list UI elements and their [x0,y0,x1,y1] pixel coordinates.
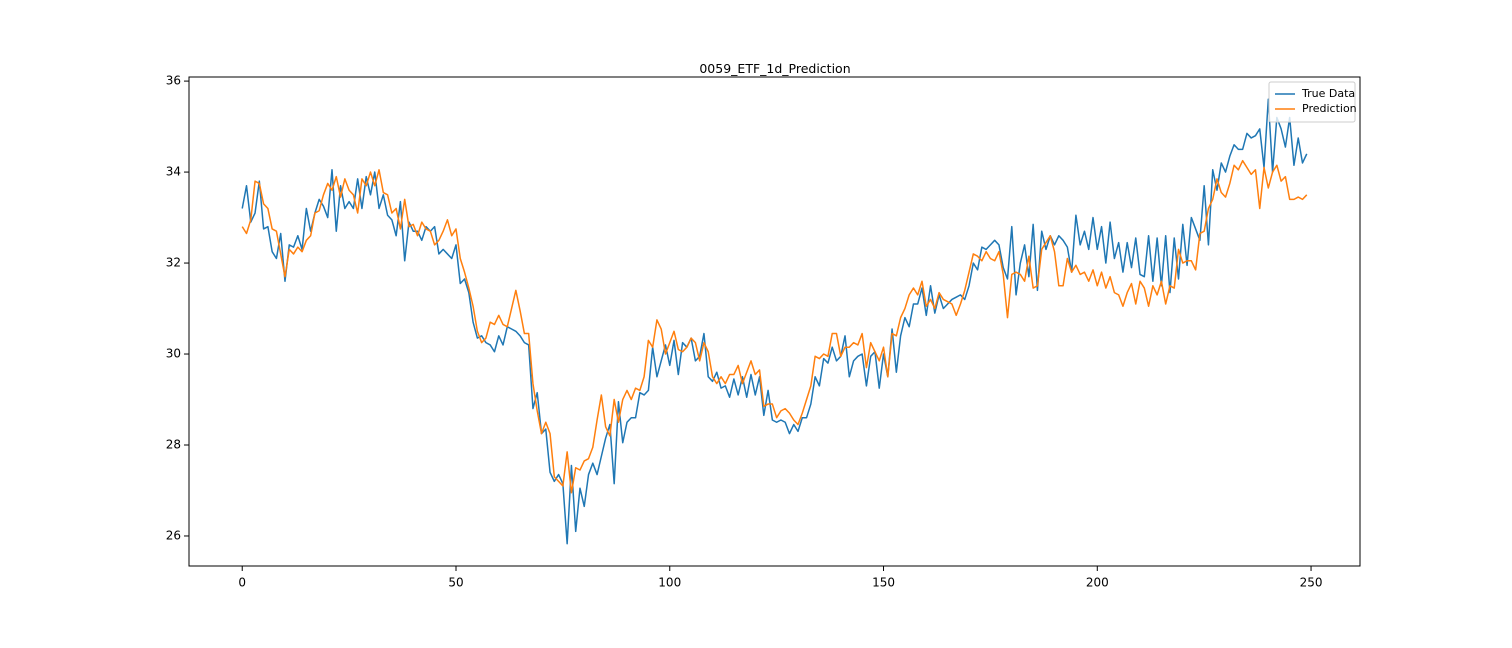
legend: True Data Prediction [1268,81,1357,123]
y-tick-label: 32 [166,256,181,270]
x-tick-label: 0 [238,576,246,590]
x-tick-label: 150 [872,576,895,590]
x-tick-label: 100 [658,576,681,590]
y-tick-label: 26 [166,528,181,542]
chart-title: 0059_ETF_1d_Prediction [699,61,850,76]
data-line [241,159,1308,494]
axes-frame [188,76,1361,567]
x-tick-label: 200 [1086,576,1109,590]
legend-label: True Data [1301,87,1355,100]
y-tick-label: 30 [166,347,181,361]
x-tick-label: 250 [1300,576,1323,590]
y-tick-label: 34 [166,165,181,179]
x-tick-label: 50 [448,576,463,590]
data-line [241,98,1308,545]
legend-label: Prediction [1302,102,1357,115]
y-tick-label: 36 [166,74,181,88]
legend-box [1268,81,1356,123]
y-tick-label: 28 [166,438,181,452]
